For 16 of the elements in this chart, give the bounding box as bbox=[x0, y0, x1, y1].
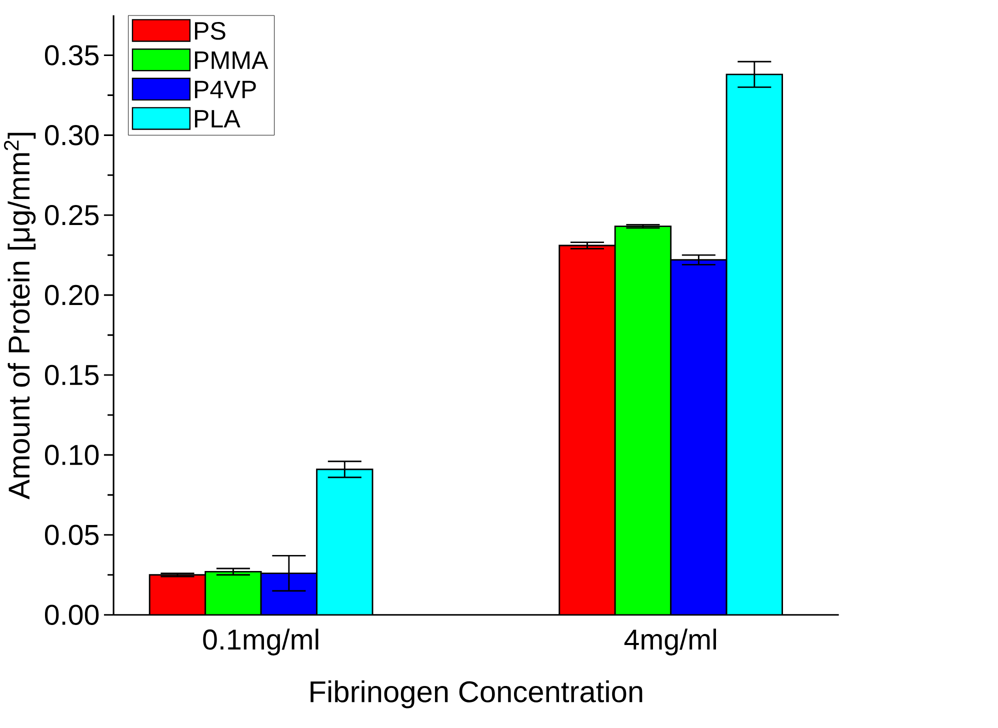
y-axis-title: Amount of Protein [μg/mm$^{2}$] bbox=[4, 132, 36, 500]
y-tick-label: 0.15 bbox=[44, 364, 99, 386]
y-tick-label: 0.25 bbox=[44, 204, 99, 226]
y-tick-label: 0.00 bbox=[44, 604, 99, 626]
y-tick-label: 0.10 bbox=[44, 444, 99, 466]
legend-label: PS bbox=[194, 22, 226, 40]
x-tick-label: 0.1mg/ml bbox=[203, 628, 318, 656]
y-tick-label: 0.35 bbox=[44, 45, 99, 66]
y-tick-label: 0.30 bbox=[44, 125, 99, 146]
legend-label: PMMA bbox=[194, 52, 268, 69]
legend-label: P4VP bbox=[194, 80, 256, 98]
x-axis-title: Fibrinogen Concentration bbox=[310, 680, 642, 708]
x-tick-label: 4mg/ml bbox=[624, 628, 716, 656]
legend-label: PLA bbox=[194, 110, 240, 128]
y-tick-label: 0.20 bbox=[44, 284, 99, 306]
y-tick-label: 0.05 bbox=[44, 524, 99, 546]
